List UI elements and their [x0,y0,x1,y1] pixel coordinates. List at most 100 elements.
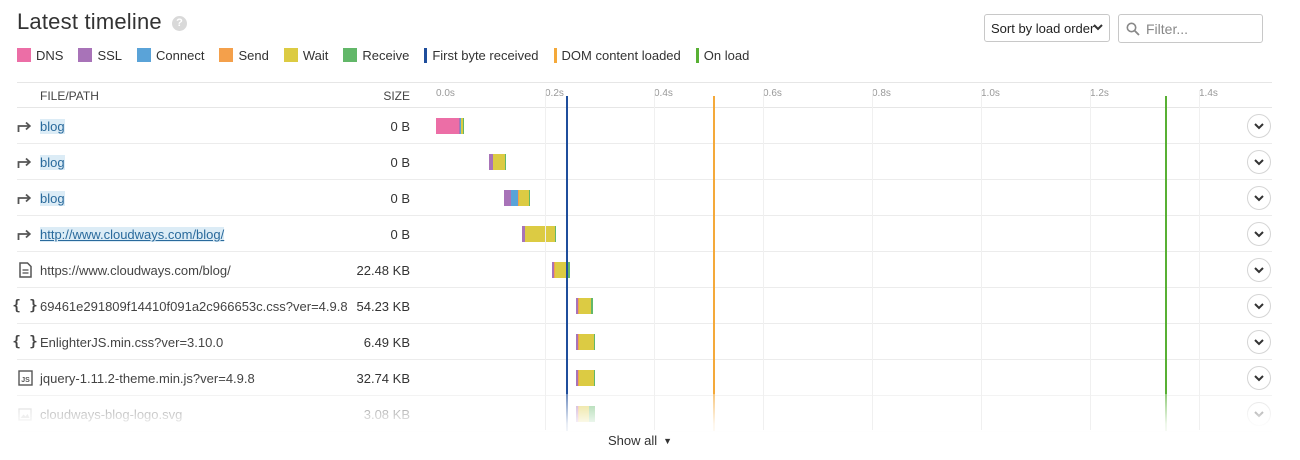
legend-label: Receive [362,47,410,63]
filter-input[interactable] [1146,19,1258,39]
legend-label: On load [703,47,750,63]
css-braces-icon: { } [12,298,38,314]
filter-field[interactable] [1118,14,1263,43]
legend-swatch [137,48,152,62]
timing-bar[interactable] [551,262,571,278]
timing-bar[interactable] [522,226,557,242]
file-size: 54.23 KB [356,299,411,314]
table-row[interactable]: { } 69461e291809f14410f091a2c966653c.css?… [12,288,1272,324]
legend-item-on-load: On load [695,47,750,63]
table-row[interactable]: https://www.cloudways.com/blog/22.48 KB [17,252,1272,288]
timeline-gridline [763,90,764,430]
timing-segment-ssl [575,334,578,350]
legend-swatch [17,48,31,62]
timing-segment-wait [519,190,530,206]
expand-row-button[interactable] [1247,294,1271,318]
timing-segment-wait [578,334,595,350]
chevron-down-icon [1254,267,1264,274]
timing-segment-ssl [575,298,578,314]
table-row[interactable]: blog 0 B [17,108,1272,144]
question-circle-icon[interactable]: ? [172,16,187,31]
expand-row-button[interactable] [1247,114,1271,138]
timeline-tick-label: 1.2s [1090,88,1109,99]
timeline-gridline [1199,90,1200,430]
file-size: 0 B [390,227,410,242]
show-all-button[interactable]: Show all ▼ [608,433,672,448]
expand-row-button[interactable] [1247,330,1271,354]
file-size: 22.48 KB [356,263,411,278]
table-row[interactable]: http://www.cloudways.com/blog/0 B [17,216,1272,252]
expand-row-button[interactable] [1247,366,1271,390]
legend-swatch [343,48,358,62]
timing-bar[interactable] [575,334,596,350]
timing-bar[interactable] [575,370,596,386]
timing-segment-send [577,298,579,314]
legend-item-ssl: SSL [78,48,122,63]
timing-segment-wait [578,370,595,386]
legend-item-dns: DNS [17,48,63,63]
legend-label: DOM content loaded [561,47,681,63]
legend-marker-line [424,47,428,63]
timing-bar[interactable] [575,298,594,314]
legend-swatch [78,48,93,62]
caret-down-icon: ▼ [663,435,673,446]
redirect-icon [17,226,33,242]
timing-segment-ssl [522,226,526,242]
expand-row-button[interactable] [1247,186,1271,210]
chevron-down-icon [1254,159,1264,166]
legend-label: First byte received [432,47,539,63]
table-row[interactable]: blog 0 B [17,144,1272,180]
timing-segment-wait [492,154,505,170]
file-path[interactable]: blog [40,191,65,206]
expand-row-button[interactable] [1247,258,1271,282]
chevron-down-icon [1093,24,1103,31]
timing-legend: DNS SSL Connect Send Wait Receive First byte r… [17,46,764,64]
legend-label: Connect [156,47,205,63]
table-row[interactable]: { } EnlighterJS.min.css?ver=3.10.0 6.49 KB [12,324,1272,360]
file-size: 0 B [390,119,410,134]
legend-label: SSL [97,47,123,63]
timing-segment-wait [578,298,591,314]
column-header-size: SIZE [383,89,410,103]
timeline-tick-label: 0.4s [654,88,673,99]
timing-segment-ssl [489,154,493,170]
timeline-tick-label: 0.6s [763,88,782,99]
timeline-tick-label: 0.8s [872,88,891,99]
timing-bar[interactable] [436,118,465,134]
list-fade-overlay [0,394,1300,460]
file-path[interactable]: blog [40,119,65,134]
show-all-label: Show all [608,433,658,448]
legend-item-receive: Receive [343,48,409,63]
timing-bar[interactable] [489,154,506,170]
timeline-tick-label: 0.2s [545,88,564,99]
expand-row-button[interactable] [1247,222,1271,246]
js-file-icon: JS [17,370,33,386]
file-path: EnlighterJS.min.css?ver=3.10.0 [40,335,224,350]
redirect-icon [17,118,33,134]
legend-marker-line [553,47,557,63]
legend-label: DNS [36,47,64,63]
file-path: jquery-1.11.2-theme.min.js?ver=4.9.8 [40,371,255,386]
table-row[interactable]: JS jquery-1.11.2-theme.min.js?ver=4.9.8 32… [17,360,1272,396]
chevron-down-icon [1254,123,1264,130]
timing-segment-receive [566,262,571,278]
sort-dropdown[interactable]: Sort by load order [984,14,1110,42]
expand-row-button[interactable] [1247,150,1271,174]
chevron-down-icon [1254,375,1264,382]
timing-segment-send [517,190,520,206]
timeline-gridline [1090,90,1091,430]
timing-segment-ssl [503,190,512,206]
timing-segment-wait [460,118,464,134]
legend-swatch [219,48,234,62]
timeline-gridline [545,90,546,430]
timeline-tick-label: 1.4s [1199,88,1218,99]
table-row[interactable]: blog 0 B [17,180,1272,216]
file-path[interactable]: http://www.cloudways.com/blog/ [40,227,225,242]
timeline-tick-label: 1.0s [981,88,1000,99]
timing-segment-ssl [551,262,554,278]
page-title: Latest timeline [17,9,162,34]
file-path[interactable]: blog [40,155,65,170]
legend-item-connect: Connect [137,48,204,63]
timing-segment-wait [525,226,555,242]
timing-bar[interactable] [503,190,531,206]
